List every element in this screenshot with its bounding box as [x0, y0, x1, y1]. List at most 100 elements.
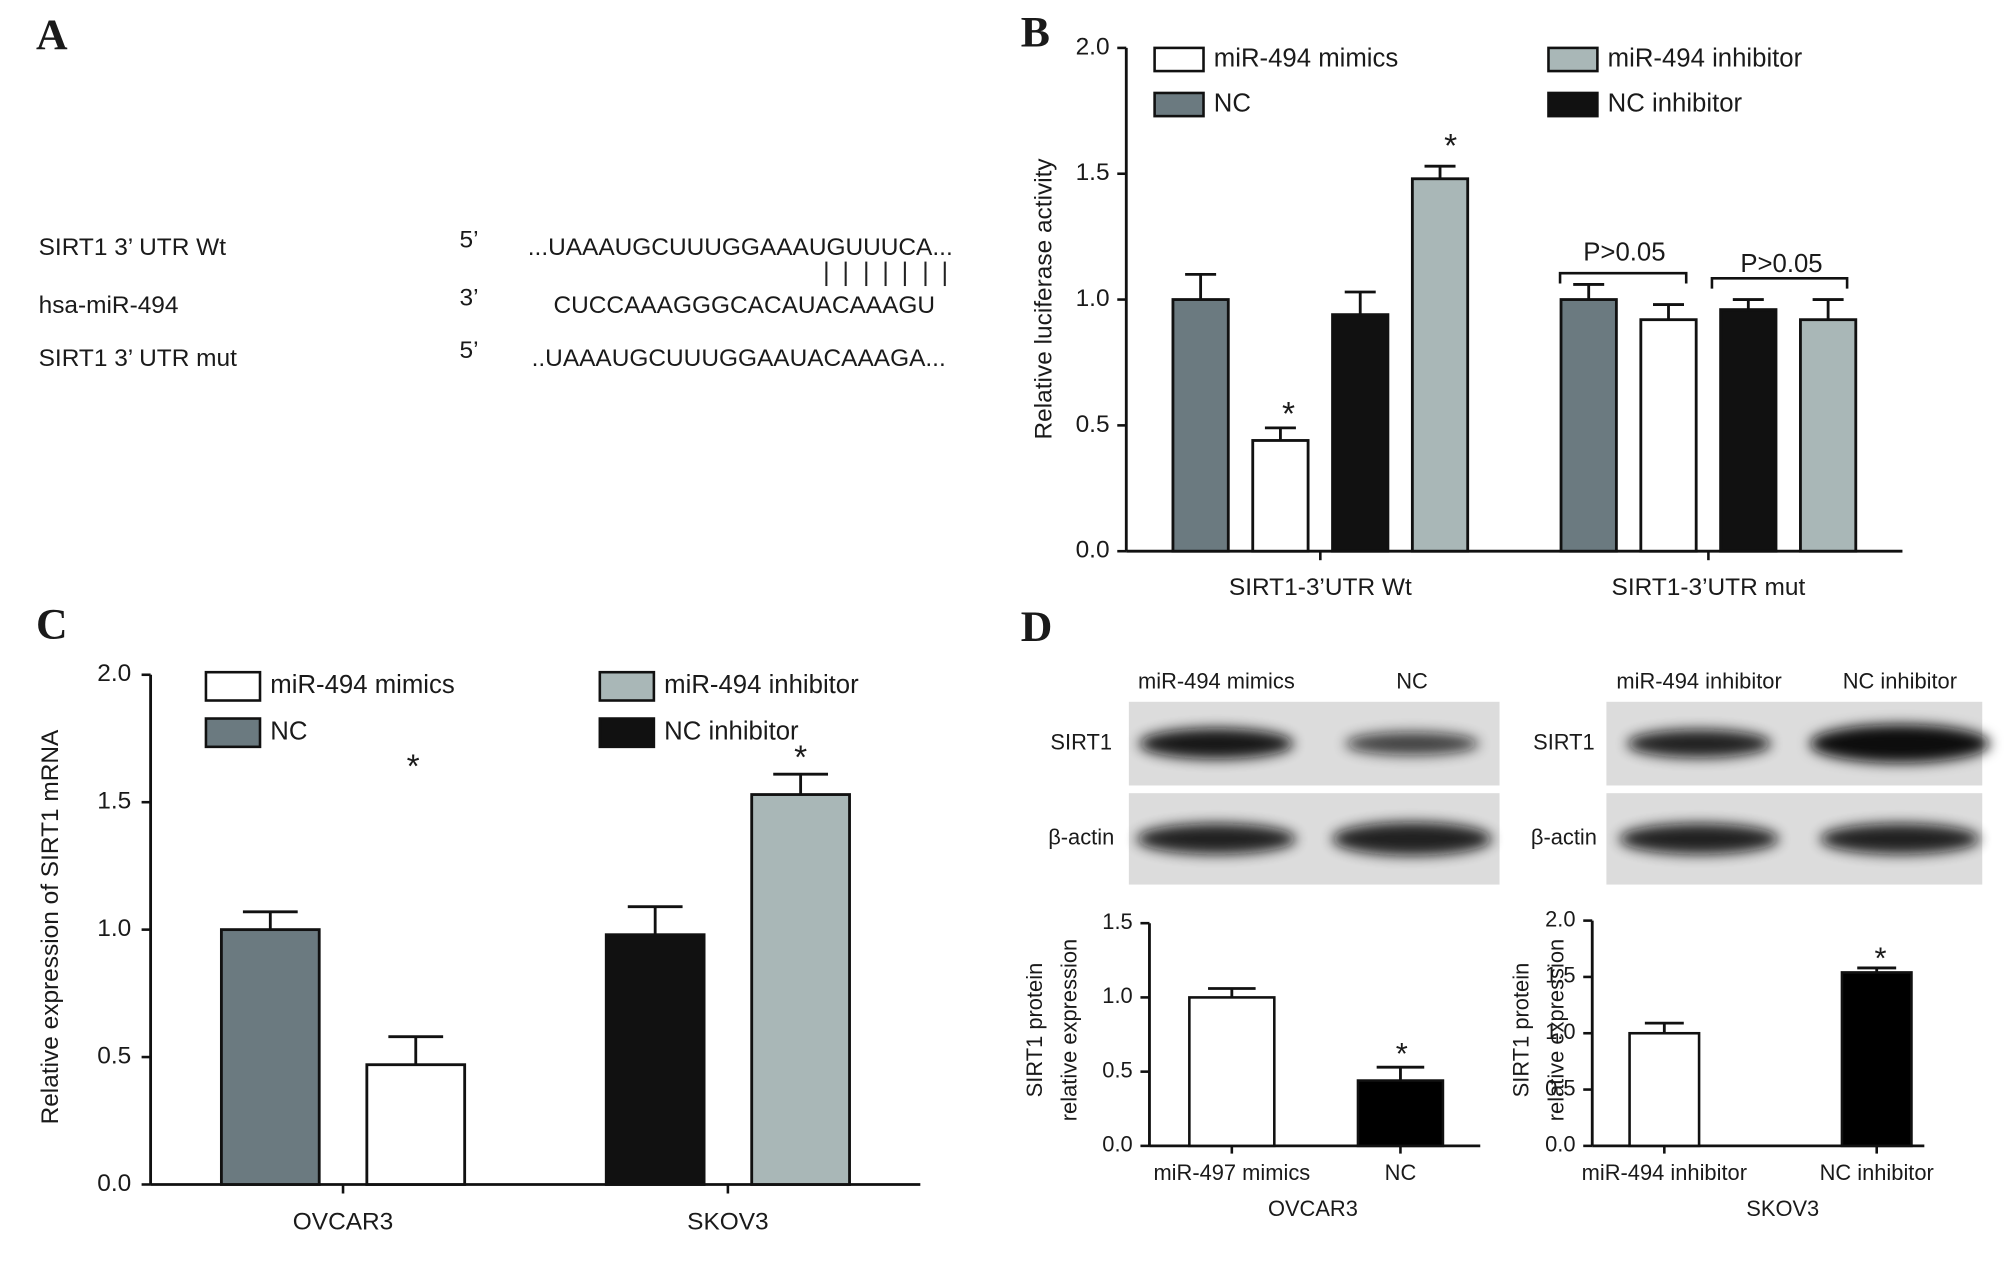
bar [1188, 996, 1276, 1148]
bar [1171, 298, 1230, 553]
error-bar [388, 1035, 444, 1065]
y-axis-label: relative expression [1057, 939, 1082, 1121]
blot-row-label: SIRT1 [1050, 729, 1112, 754]
blot-band [1136, 823, 1297, 855]
y-tick-label: 0.0 [1102, 1132, 1132, 1157]
sequence-name: SIRT1 3’ UTR mut [39, 345, 237, 372]
legend-label: miR-494 mimics [1214, 44, 1398, 72]
legend-swatch [204, 717, 262, 749]
error-bar [1185, 272, 1217, 300]
error-bar [1344, 290, 1376, 315]
bar [1628, 1031, 1701, 1148]
y-axis-label: relative expression [1543, 939, 1568, 1121]
error-bar [627, 905, 683, 935]
legend-label: miR-494 mimics [270, 671, 454, 699]
blot-band [1626, 729, 1772, 758]
y-tick-label: 2.0 [1076, 33, 1110, 60]
blot-row-label: SIRT1 [1533, 729, 1595, 754]
error-bar [773, 772, 829, 795]
legend-label: miR-494 inhibitor [664, 671, 859, 699]
blot-lane-label: miR-494 mimics [1138, 668, 1295, 693]
strand-end: 5’ [460, 337, 479, 364]
sequence: CUCCAAAGGGCACAUACAAAGU [553, 292, 935, 319]
error-bar [1732, 298, 1764, 310]
legend-swatch [1547, 91, 1599, 118]
legend-label: NC inhibitor [664, 717, 799, 745]
p-value: P>0.05 [1740, 250, 1822, 278]
blot-lane-label: miR-494 inhibitor [1616, 668, 1781, 693]
asterisk: * [1396, 1036, 1408, 1071]
legend-swatch [598, 670, 656, 702]
bar [750, 793, 851, 1186]
legend-swatch [1547, 46, 1599, 73]
strand-end: 5’ [460, 226, 479, 253]
panel-label: C [36, 600, 68, 648]
y-tick-label: 0.5 [97, 1043, 131, 1070]
panel-label: B [1021, 8, 1050, 56]
y-tick-label: 1.0 [1102, 983, 1132, 1008]
sequence: ..UAAAUGCUUUGGAAUACAAAGA... [532, 345, 946, 372]
y-tick-label: 1.5 [1545, 963, 1575, 988]
bar [1331, 313, 1390, 553]
x-tick-label: miR-497 mimics [1153, 1160, 1310, 1185]
x-tick-label: SIRT1-3’UTR Wt [1229, 574, 1412, 601]
error-bar [1376, 1065, 1425, 1081]
y-tick-label: 0.5 [1102, 1057, 1132, 1082]
significance-bracket [1710, 277, 1849, 289]
y-axis-label: Relative expression of SIRT1 mRNA [37, 729, 64, 1124]
bar [1559, 298, 1618, 553]
x-axis-label: OVCAR3 [1268, 1196, 1358, 1221]
legend-swatch [1153, 46, 1205, 73]
blot-band [1619, 823, 1779, 855]
bar [1799, 318, 1858, 553]
bar [219, 928, 321, 1186]
error-bar [1424, 164, 1456, 179]
bar [1639, 318, 1698, 553]
p-value: P>0.05 [1583, 239, 1665, 267]
pairing-lines [825, 261, 946, 287]
y-tick-label: 1.5 [1076, 159, 1110, 186]
bar [1840, 971, 1913, 1148]
y-tick-label: 0.5 [1076, 411, 1110, 438]
legend-swatch [598, 717, 656, 749]
sequence-name: SIRT1 3’ UTR Wt [39, 234, 227, 261]
blot-lane-label: NC [1396, 668, 1428, 693]
legend-label: NC [1214, 89, 1251, 117]
y-tick-label: 1.5 [97, 788, 131, 815]
error-bar [1264, 426, 1296, 441]
error-bar [1644, 1021, 1684, 1034]
error-bar [1653, 303, 1685, 320]
legend-label: NC inhibitor [1608, 89, 1743, 117]
x-tick-label: NC [1385, 1160, 1417, 1185]
legend-swatch [1153, 91, 1205, 118]
asterisk: * [1444, 128, 1457, 165]
x-tick-label: miR-494 inhibitor [1582, 1160, 1747, 1185]
bar [365, 1063, 467, 1186]
bar [1719, 308, 1778, 553]
x-axis-label: SKOV3 [1746, 1196, 1819, 1221]
blot-band [1345, 732, 1479, 756]
y-tick-label: 1.0 [1076, 285, 1110, 312]
panel-label: D [1021, 603, 1053, 651]
legend-label: NC [270, 717, 307, 745]
y-tick-label: 1.0 [1545, 1019, 1575, 1044]
y-tick-label: 0.0 [1076, 537, 1110, 564]
y-tick-label: 1.5 [1102, 909, 1132, 934]
y-axis-label: Relative luciferase activity [1031, 158, 1058, 440]
bar [1356, 1079, 1445, 1148]
legend-swatch [204, 670, 262, 702]
y-tick-label: 1.0 [97, 915, 131, 942]
y-tick-label: 0.0 [97, 1170, 131, 1197]
asterisk: * [1875, 941, 1887, 976]
blot-row-label: β-actin [1048, 825, 1114, 850]
sequence: ...UAAAUGCUUUGGAAAUGUUUCA... [528, 234, 953, 261]
y-tick-label: 2.0 [97, 660, 131, 687]
x-tick-label: SIRT1-3’UTR mut [1612, 574, 1806, 601]
y-tick-label: 2.0 [1545, 906, 1575, 931]
bar [1410, 177, 1470, 553]
error-bar [1208, 987, 1256, 998]
y-axis-label: SIRT1 protein [1509, 963, 1534, 1098]
x-tick-label: NC inhibitor [1820, 1160, 1934, 1185]
